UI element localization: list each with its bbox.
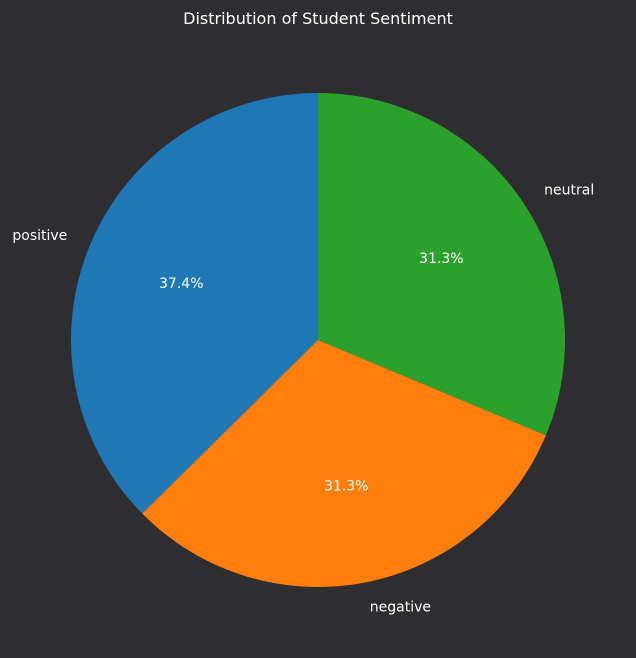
pie-percent-label-neutral: 31.3% xyxy=(419,251,463,267)
pie-slice-positive xyxy=(71,93,318,514)
pie-slice-negative xyxy=(142,340,546,587)
pie-category-label-negative: negative xyxy=(370,600,431,616)
chart-title: Distribution of Student Sentiment xyxy=(183,9,453,28)
pie-slices xyxy=(71,93,566,587)
pie-category-label-positive: positive xyxy=(12,228,67,244)
pie-labels: 37.4% positive 31.3% negative 31.3% neutral xyxy=(12,182,594,615)
pie-slice-neutral xyxy=(318,93,566,436)
pie-percent-label-negative: 31.3% xyxy=(324,478,368,494)
pie-percent-label-positive: 37.4% xyxy=(159,276,203,292)
pie-category-label-neutral: neutral xyxy=(544,182,594,198)
